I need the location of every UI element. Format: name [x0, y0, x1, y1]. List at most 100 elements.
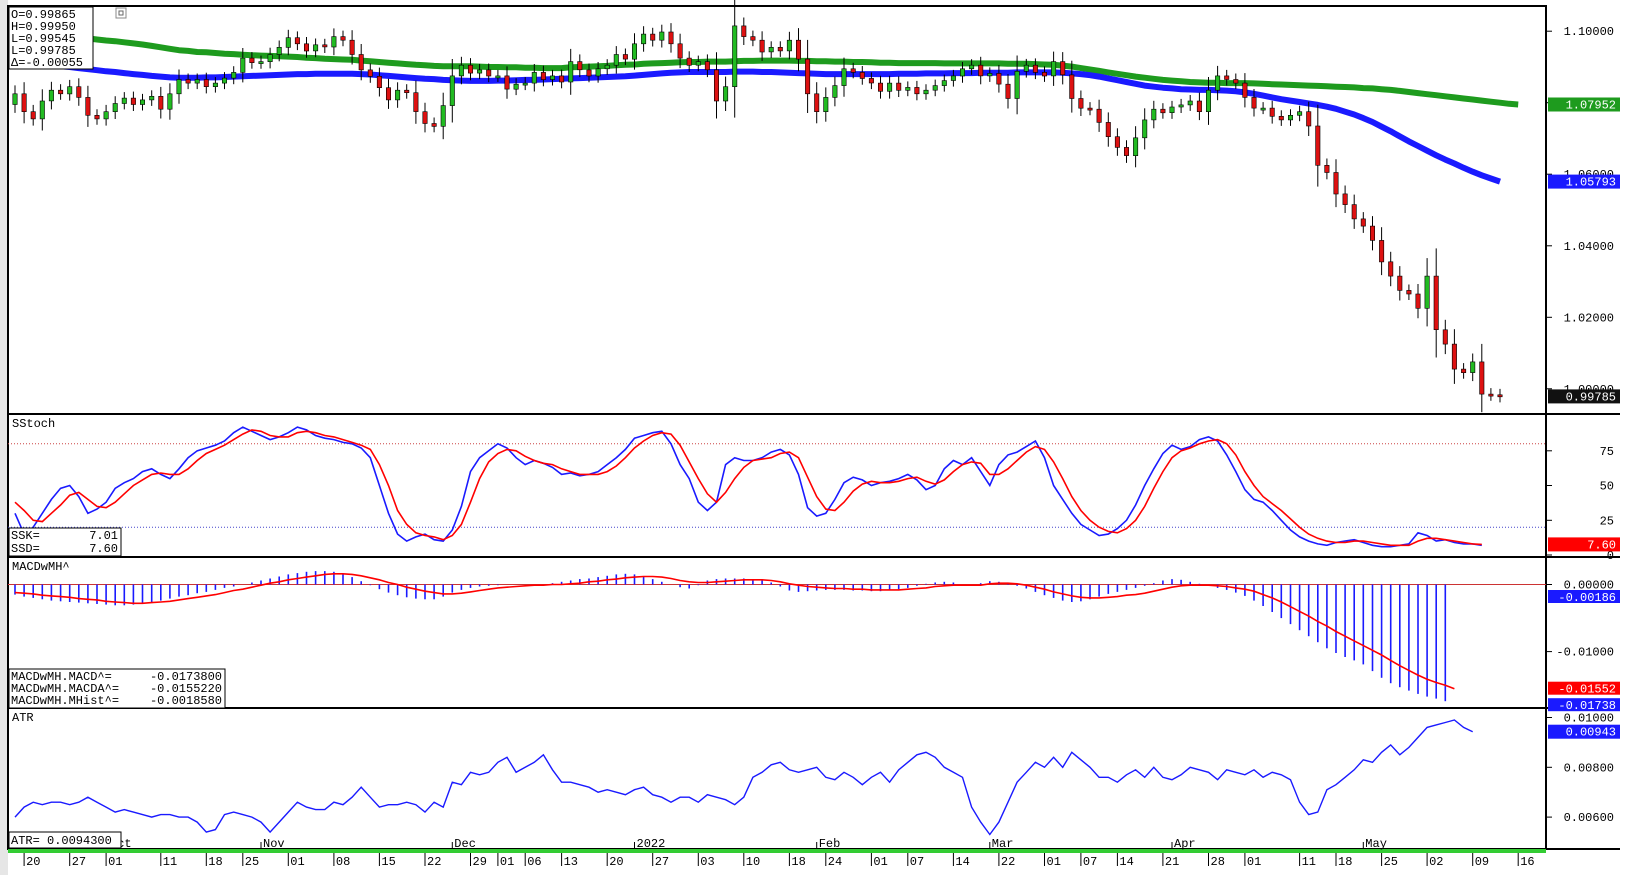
atr-line-path	[14, 719, 1473, 836]
value-badges: 1.07952 1.05793 0.99785 7.60 -0.00186 -0.0155…	[1548, 97, 1620, 740]
candle-body-down	[1315, 125, 1321, 166]
candle	[1215, 65, 1221, 101]
candle-body-down	[185, 79, 191, 84]
candle	[203, 72, 209, 94]
candle	[1178, 98, 1184, 113]
candle-body-up	[231, 72, 237, 79]
candle	[130, 91, 136, 111]
candle	[1360, 212, 1366, 233]
day-label: 02	[1429, 855, 1443, 869]
candle	[704, 54, 710, 78]
candle-body-up	[732, 25, 738, 87]
candle-body-up	[604, 64, 610, 70]
candle-body-up	[458, 64, 464, 77]
candle	[30, 104, 36, 126]
month-label: May	[1365, 837, 1387, 851]
candle-body-down	[668, 31, 674, 45]
candle-body-down	[859, 72, 865, 79]
candle-body-up	[1151, 108, 1157, 121]
candle-body-down	[21, 93, 27, 113]
candle-body-down	[1124, 147, 1130, 156]
atr-line	[14, 719, 1473, 836]
candle-body-down	[650, 33, 656, 41]
stoch-tick-label: 50	[1600, 480, 1614, 494]
candle-body-up	[641, 33, 647, 45]
candle-body-up	[631, 43, 637, 60]
candle-body-down	[622, 54, 628, 60]
candle	[549, 69, 555, 86]
price-tick-label: 1.10000	[1564, 25, 1614, 39]
candle-body-down	[1096, 108, 1102, 123]
ssk-label: SSK=	[11, 529, 40, 543]
candle-body-down	[1069, 74, 1075, 99]
candle	[923, 84, 929, 100]
candle	[1433, 248, 1439, 358]
candle-body-up	[723, 86, 729, 102]
candle	[732, 0, 738, 118]
candle	[595, 62, 601, 83]
candle	[1370, 216, 1376, 251]
candle	[1051, 51, 1057, 86]
candle	[449, 59, 455, 123]
candle-body-down	[586, 69, 592, 77]
candle-body-up	[167, 93, 173, 110]
candle-body-down	[249, 57, 255, 63]
candle-body-up	[1023, 64, 1029, 72]
candle	[1388, 251, 1394, 287]
candle	[568, 48, 574, 95]
candle-body-up	[595, 68, 601, 77]
candle	[1187, 95, 1193, 111]
candle-body-up	[1178, 104, 1184, 108]
candle-body-up	[941, 80, 947, 86]
candle-body-up	[522, 82, 528, 86]
day-label: 28	[1211, 855, 1225, 869]
candle	[540, 65, 546, 87]
candle-body-down	[1479, 361, 1485, 395]
candle-body-down	[1105, 122, 1111, 138]
badge-macd-0-bg	[1548, 590, 1620, 603]
candle-body-down	[413, 92, 419, 112]
candle	[458, 56, 464, 85]
candle	[850, 62, 856, 79]
candle	[914, 80, 920, 101]
atr-title: ATR	[12, 711, 34, 725]
candle	[1032, 58, 1038, 80]
panel-maximize-button[interactable]	[115, 7, 127, 19]
day-label: 11	[163, 855, 177, 869]
candle-body-up	[477, 69, 483, 74]
candle	[1078, 90, 1084, 116]
day-label: 01	[108, 855, 122, 869]
day-label: 29	[473, 855, 487, 869]
candle-body-up	[1288, 115, 1294, 121]
candle	[1397, 266, 1403, 301]
candle	[158, 86, 164, 119]
candle-body-up	[1206, 89, 1212, 112]
day-label: 01	[500, 855, 514, 869]
candle	[713, 52, 719, 119]
ssd-value: 7.60	[89, 542, 118, 556]
atr-tick-label: 0.00800	[1564, 761, 1614, 775]
candle	[322, 38, 328, 53]
candle	[777, 41, 783, 57]
stoch-tick-label: 0	[1607, 549, 1614, 563]
candle	[340, 30, 346, 47]
day-label: 07	[910, 855, 924, 869]
candle	[1196, 92, 1202, 121]
candle-body-down	[58, 89, 64, 95]
candle	[331, 28, 337, 56]
candle-body-up	[768, 46, 774, 53]
candle	[650, 27, 656, 47]
candle	[1461, 363, 1467, 379]
candle-body-down	[1324, 165, 1330, 173]
candle	[1251, 89, 1257, 117]
candle-body-down	[896, 82, 902, 91]
candle-body-down	[1078, 98, 1084, 109]
ma-long-line	[14, 26, 1519, 108]
candle	[249, 52, 255, 69]
candle-body-down	[1242, 82, 1248, 98]
candle	[668, 23, 674, 53]
candle-body-up	[285, 37, 291, 48]
candle	[367, 63, 373, 83]
candle-body-down	[1451, 343, 1457, 370]
